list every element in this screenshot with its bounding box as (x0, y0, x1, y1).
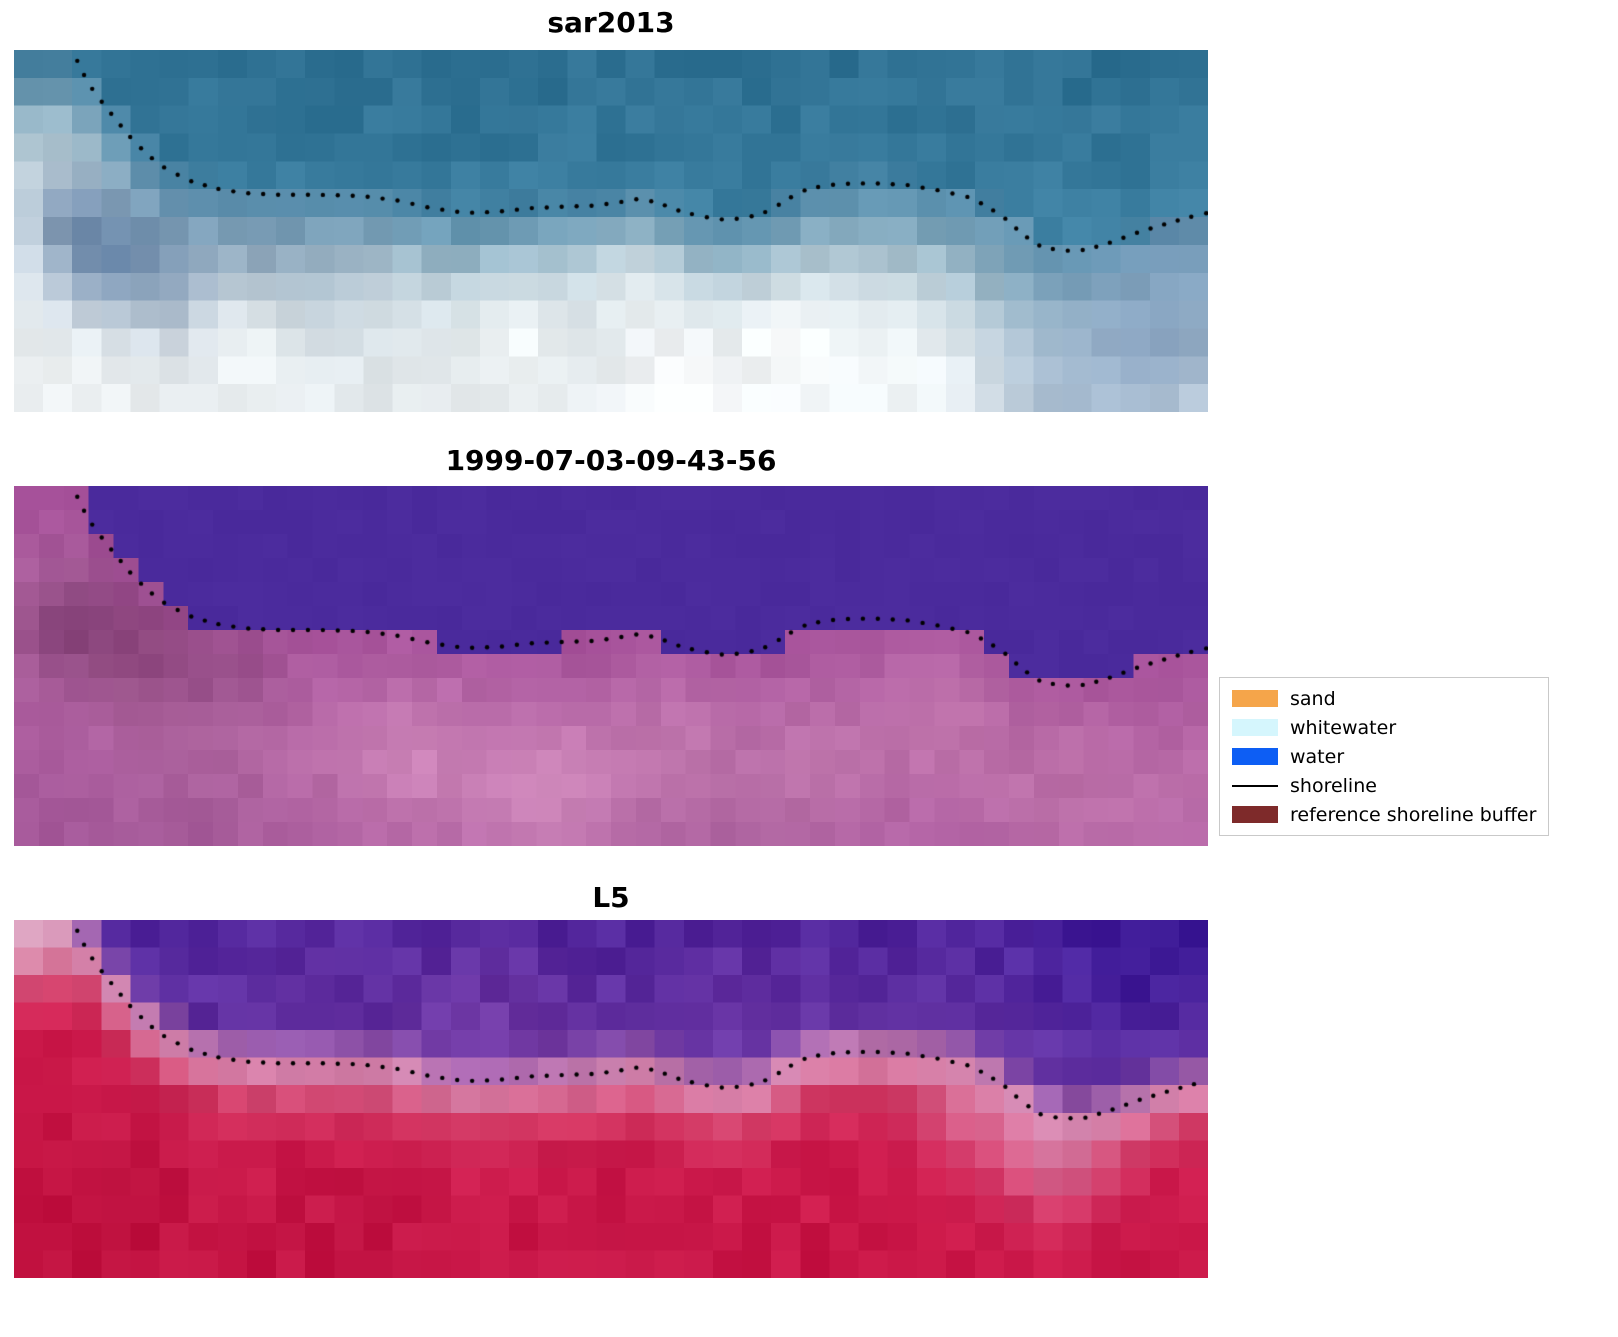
reference-buffer-swatch-icon (1232, 806, 1278, 823)
whitewater-swatch-icon (1232, 719, 1278, 736)
shoreline-line-icon (1232, 784, 1278, 787)
legend-label-water: water (1290, 745, 1345, 768)
legend-item-sand: sand (1232, 686, 1536, 711)
legend-label-reference-buffer: reference shoreline buffer (1290, 803, 1537, 826)
legend-label-sand: sand (1290, 687, 1336, 710)
classified-image-1999-07-03 (14, 486, 1208, 846)
legend-label-whitewater: whitewater (1290, 716, 1397, 739)
sand-swatch-icon (1232, 690, 1278, 707)
legend-item-water: water (1232, 744, 1536, 769)
shoreline-dots-overlay (14, 920, 1208, 1278)
panel-title-sar2013: sar2013 (547, 6, 675, 39)
legend-item-whitewater: whitewater (1232, 715, 1536, 740)
panel-title-l5: L5 (592, 881, 630, 914)
legend: sand whitewater water shoreline referenc… (1219, 677, 1550, 836)
legend-item-shoreline: shoreline (1232, 773, 1536, 798)
legend-item-reference-shoreline-buffer: reference shoreline buffer (1232, 802, 1536, 827)
water-swatch-icon (1232, 748, 1278, 765)
legend-label-shoreline: shoreline (1290, 774, 1377, 797)
satellite-image-sar2013 (14, 50, 1208, 412)
panel-title-classified: 1999-07-03-09-43-56 (445, 444, 777, 477)
false-color-image-l5 (14, 920, 1208, 1278)
shoreline-dots-overlay (14, 50, 1208, 412)
shoreline-dots-overlay (14, 486, 1208, 846)
